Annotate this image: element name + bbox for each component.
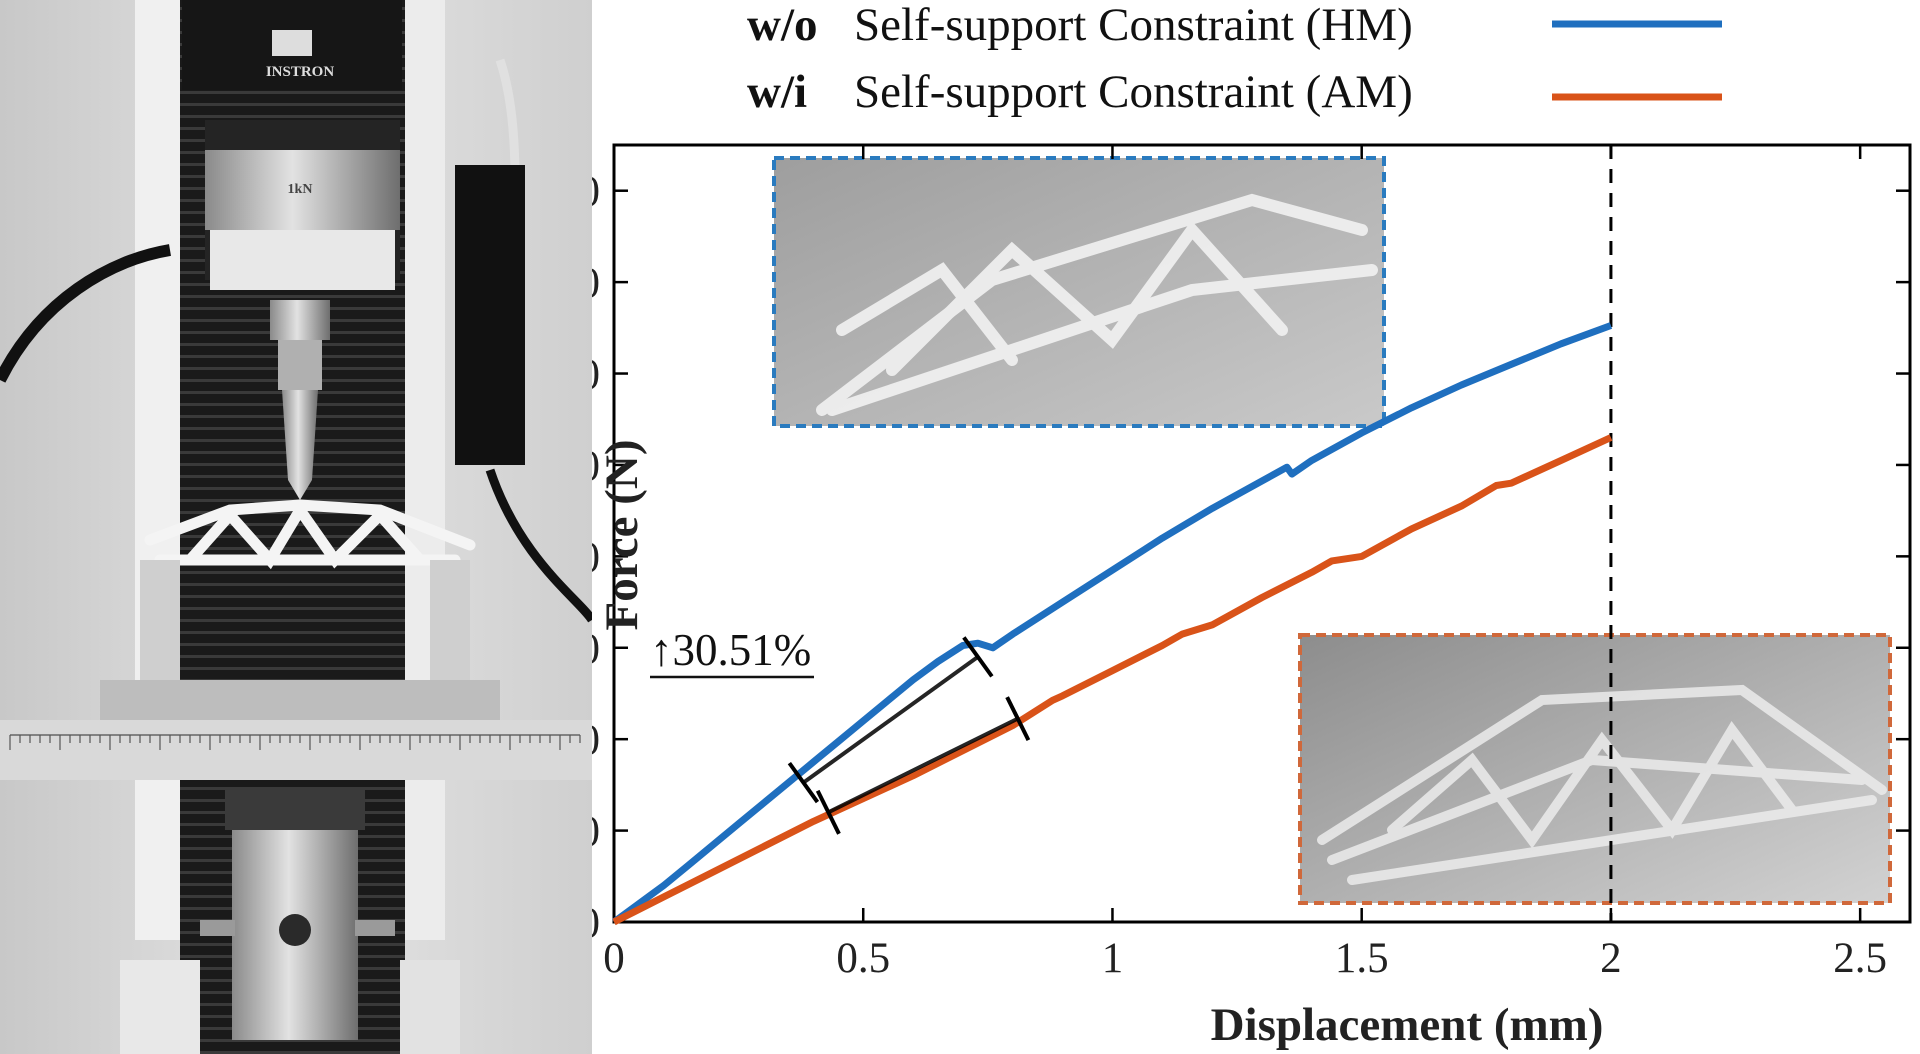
series-line-hm (611, 322, 1613, 925)
y-axis-label: Force (N) (596, 440, 648, 631)
segment-end-tick-hm (787, 761, 820, 804)
inset-am-photo (1298, 633, 1892, 905)
legend-am-prefix: w/i (747, 66, 807, 118)
y-tick-label: 20 (592, 809, 600, 856)
legend-hm-prefix: w/o (747, 0, 818, 51)
plot-area: 0 0.5 1 1.5 2 2.5 0 20 40 60 80 100 120 140 160 (592, 143, 1912, 982)
test-machine-photo: INSTRON 1kN (0, 0, 592, 1054)
improvement-annotation: ↑30.51% (650, 625, 814, 679)
y-tick-label: 100 (592, 443, 600, 490)
y-tick-label: 40 (592, 717, 600, 764)
axes-frame (612, 143, 1912, 924)
x-tick-label: 0 (603, 935, 625, 982)
x-tick-label: 2.5 (1833, 935, 1887, 982)
series-line-am (612, 434, 1613, 926)
segment-end-tick-hm (962, 636, 994, 678)
annotation-text: ↑30.51% (650, 625, 811, 675)
segment-am (827, 716, 1019, 815)
y-tick-label: 80 (592, 534, 600, 581)
inset-hm-photo (772, 156, 1386, 428)
y-tick-label: 160 (592, 169, 600, 216)
force-displacement-chart: w/o Self-support Constraint (HM) w/i Sel… (592, 0, 1912, 1051)
legend: w/o Self-support Constraint (HM) w/i Sel… (747, 0, 1722, 118)
y-tick-label: 140 (592, 260, 600, 307)
load-cell-label: 1kN (288, 182, 313, 197)
x-axis-label: Displacement (mm) (1211, 999, 1604, 1051)
legend-am-label: Self-support Constraint (AM) (854, 66, 1413, 118)
segment-end-tick-am (1005, 696, 1031, 742)
y-tick-label: 0 (592, 900, 600, 947)
segment-end-tick-am (815, 789, 841, 835)
ruler (9, 735, 581, 750)
segment-hm (802, 655, 980, 785)
instron-logo: INSTRON (266, 30, 335, 80)
y-tick-label: 60 (592, 626, 600, 673)
x-tick-label: 0.5 (836, 935, 890, 982)
x-tick-label: 2 (1600, 935, 1622, 982)
x-tick-label: 1 (1102, 935, 1124, 982)
x-tick-label: 1.5 (1335, 935, 1389, 982)
legend-hm-label: Self-support Constraint (HM) (854, 0, 1413, 51)
y-tick-label: 120 (592, 352, 600, 399)
svg-text:INSTRON: INSTRON (266, 64, 335, 80)
